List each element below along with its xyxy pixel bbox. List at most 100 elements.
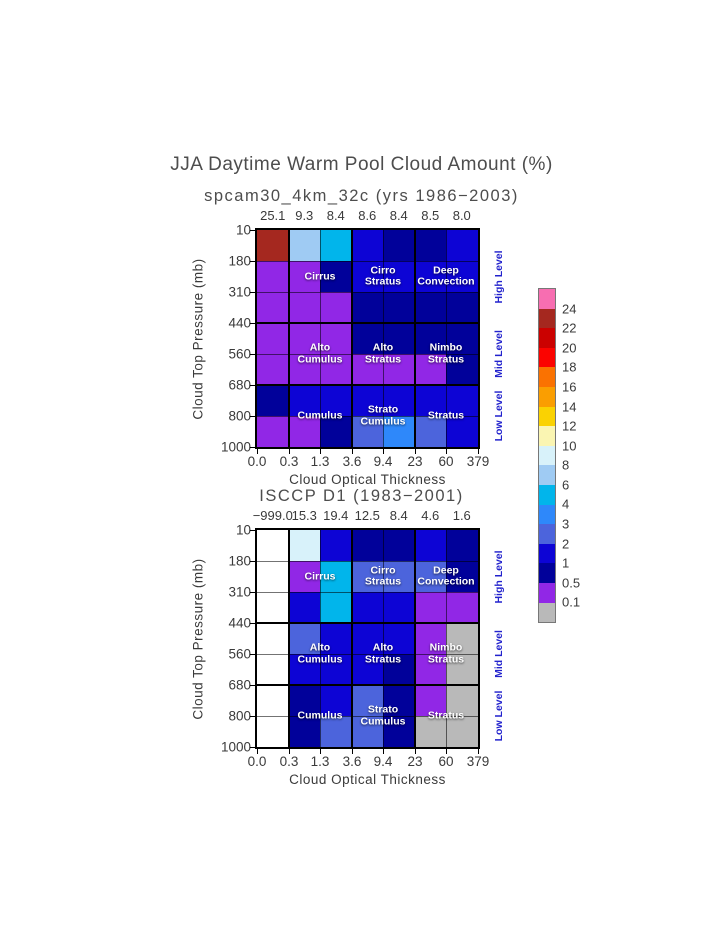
colorbar-segment bbox=[539, 543, 555, 564]
heatmap-cell bbox=[352, 230, 383, 261]
x-tick-mark bbox=[319, 749, 321, 754]
cloud-type-label-line: Convection bbox=[417, 275, 475, 288]
cloud-type-label: Cirro Stratus bbox=[365, 564, 401, 588]
y-tick-label: 560 bbox=[228, 346, 251, 362]
heatmap-cell bbox=[415, 716, 446, 747]
heatmap-cell bbox=[446, 561, 478, 592]
x-tick-label: 60 bbox=[438, 454, 454, 469]
column-value: 15.3 bbox=[291, 508, 317, 523]
heatmap-cell bbox=[320, 416, 352, 447]
y-tick-label: 440 bbox=[228, 615, 251, 631]
heatmap-cell bbox=[352, 623, 383, 654]
cloud-type-label-line: Stratus bbox=[427, 709, 465, 722]
heatmap-cell bbox=[446, 623, 478, 654]
cloud-type-label-line: Stratus bbox=[427, 409, 465, 422]
heatmap-cell bbox=[352, 354, 383, 385]
column-value: 25.1 bbox=[260, 208, 286, 223]
x-axis-label: Cloud Optical Thickness bbox=[289, 772, 446, 787]
colorbar-tick-label: 1 bbox=[562, 555, 570, 571]
colorbar-segment bbox=[539, 524, 555, 544]
colorbar-segment bbox=[539, 347, 555, 368]
grid-line bbox=[257, 592, 478, 593]
cloud-type-label: Stratus bbox=[428, 410, 464, 422]
heatmap-cell bbox=[446, 716, 478, 747]
heatmap-panel-spcam: Cloud Top Pressure (mb) Cloud Optical Th… bbox=[191, 208, 506, 487]
cloud-type-label-line: Cirro bbox=[370, 564, 396, 576]
colorbar-tick-label: 3 bbox=[562, 516, 570, 532]
colorbar-tick-label: 8 bbox=[562, 457, 570, 473]
x-tick-label: 0.3 bbox=[279, 454, 299, 469]
heatmap-cell bbox=[352, 323, 383, 354]
heatmap-cell bbox=[383, 354, 415, 385]
colorbar-tick-label: 10 bbox=[562, 438, 577, 454]
y-axis-label: Cloud Top Pressure (mb) bbox=[190, 257, 206, 420]
x-tick-mark bbox=[319, 449, 321, 454]
y-axis-label: Cloud Top Pressure (mb) bbox=[190, 557, 206, 720]
heatmap-cell bbox=[446, 592, 478, 623]
x-tick-label: 1.3 bbox=[310, 754, 330, 769]
cloud-type-label: Alto Cumulus bbox=[298, 641, 343, 666]
x-tick-label: 23 bbox=[407, 454, 423, 469]
block-divider bbox=[351, 230, 353, 447]
block-divider bbox=[257, 322, 478, 324]
column-value: −999.0 bbox=[252, 508, 293, 523]
colorbar-segment bbox=[539, 484, 555, 505]
block-divider bbox=[288, 530, 290, 747]
block-divider bbox=[414, 230, 416, 447]
cloud-type-label-line: Strato bbox=[367, 703, 399, 716]
heatmap-cell bbox=[383, 416, 415, 447]
heatmap-cell bbox=[257, 385, 289, 416]
heatmap-cell bbox=[446, 292, 478, 323]
y-tick-label: 560 bbox=[228, 646, 251, 662]
heatmap-cell bbox=[289, 654, 320, 685]
colorbar-segment bbox=[539, 563, 555, 583]
cloud-type-label-line: Alto bbox=[309, 641, 331, 654]
x-tick-mark bbox=[477, 749, 479, 754]
y-tick-mark bbox=[250, 229, 255, 231]
colorbar-segment bbox=[539, 602, 555, 623]
heatmap-cell bbox=[446, 685, 478, 716]
cloud-type-label-line: Strato bbox=[367, 403, 399, 416]
heatmap-cell bbox=[415, 230, 446, 261]
y-tick-mark bbox=[250, 684, 255, 686]
cloud-type-label: Cirrus bbox=[305, 570, 336, 583]
heatmap-cell bbox=[415, 592, 446, 623]
colorbar-tick-label: 22 bbox=[562, 320, 577, 336]
heatmap-cell bbox=[320, 323, 352, 354]
x-tick-label: 23 bbox=[407, 754, 423, 769]
block-divider bbox=[257, 622, 478, 624]
heatmap-cell bbox=[257, 592, 289, 623]
heatmap-cell bbox=[415, 292, 446, 323]
heatmap-cell bbox=[383, 261, 415, 292]
heatmap-cell bbox=[415, 385, 446, 416]
colorbar-segment bbox=[539, 367, 555, 387]
grid-line bbox=[257, 654, 478, 655]
colorbar-tick-label: 16 bbox=[562, 379, 577, 395]
cloud-type-label-line: Nimbo bbox=[429, 641, 463, 654]
heatmap-cell bbox=[289, 623, 320, 654]
colorbar-segment bbox=[539, 308, 555, 329]
heatmap-cell bbox=[257, 716, 289, 747]
cloud-type-label-line: Alto bbox=[309, 341, 331, 354]
heatmap-cell bbox=[352, 561, 383, 592]
block-divider bbox=[414, 530, 416, 747]
heatmap-cell bbox=[289, 230, 320, 261]
x-tick-label: 3.6 bbox=[342, 754, 362, 769]
cloud-type-label-line: Cumulus bbox=[360, 415, 406, 427]
y-tick-mark bbox=[250, 322, 255, 324]
cloud-type-label-line: Cirrus bbox=[304, 269, 336, 282]
y-tick-mark bbox=[250, 291, 255, 293]
column-value: 8.0 bbox=[452, 208, 471, 223]
cloud-type-label: Alto Stratus bbox=[365, 342, 401, 366]
cloud-type-label-line: Stratus bbox=[364, 275, 402, 288]
y-tick-mark bbox=[250, 715, 255, 717]
heatmap-cell bbox=[289, 385, 320, 416]
colorbar-segment bbox=[539, 504, 555, 525]
x-tick-label: 379 bbox=[466, 454, 490, 469]
heatmap-cell bbox=[289, 416, 320, 447]
heatmap-cell bbox=[383, 530, 415, 561]
column-value: 8.4 bbox=[389, 208, 408, 223]
heatmap-cell bbox=[352, 592, 383, 623]
x-tick-mark bbox=[351, 749, 353, 754]
heatmap-cell bbox=[446, 354, 478, 385]
